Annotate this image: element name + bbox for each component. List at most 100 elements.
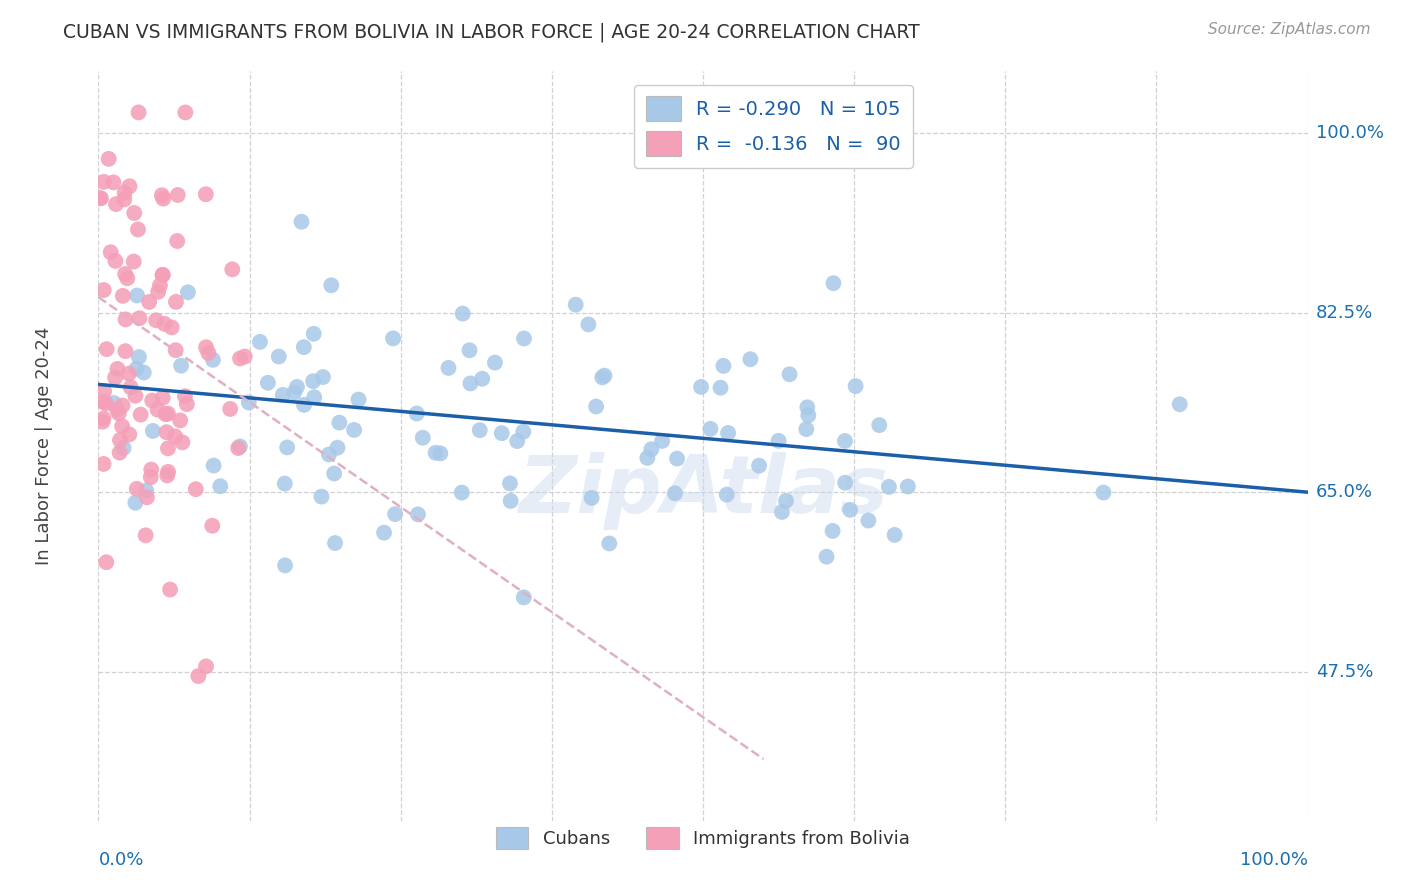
Point <box>152 268 174 282</box>
Point <box>768 434 790 448</box>
Point <box>135 483 157 498</box>
Point <box>598 536 620 550</box>
Point <box>155 407 177 421</box>
Point <box>150 188 173 202</box>
Legend: Cubans, Immigrants from Bolivia: Cubans, Immigrants from Bolivia <box>489 820 917 856</box>
Point <box>740 352 762 367</box>
Point <box>651 434 673 448</box>
Point <box>897 479 920 493</box>
Point <box>118 427 141 442</box>
Point <box>636 450 658 465</box>
Point <box>127 222 149 236</box>
Point <box>152 391 174 405</box>
Point <box>114 186 136 200</box>
Text: 47.5%: 47.5% <box>1316 663 1374 681</box>
Point <box>406 508 429 522</box>
Point <box>815 549 838 564</box>
Point <box>226 441 249 455</box>
Point <box>576 318 599 332</box>
Text: 100.0%: 100.0% <box>1240 851 1308 869</box>
Point <box>491 426 513 441</box>
Point <box>128 311 150 326</box>
Point <box>219 401 242 416</box>
Point <box>821 524 844 538</box>
Point <box>107 362 129 376</box>
Point <box>484 355 506 369</box>
Point <box>425 446 447 460</box>
Point <box>125 361 148 376</box>
Text: 65.0%: 65.0% <box>1316 483 1372 501</box>
Point <box>141 462 163 476</box>
Point <box>229 439 252 453</box>
Point <box>748 458 770 473</box>
Point <box>165 294 187 309</box>
Point <box>506 434 529 448</box>
Point <box>290 215 312 229</box>
Text: Source: ZipAtlas.com: Source: ZipAtlas.com <box>1208 22 1371 37</box>
Point <box>593 368 616 383</box>
Point <box>347 392 370 407</box>
Point <box>93 283 115 297</box>
Point <box>384 507 406 521</box>
Point <box>276 441 298 455</box>
Point <box>166 234 188 248</box>
Point <box>103 175 125 189</box>
Point <box>412 431 434 445</box>
Point <box>174 389 197 403</box>
Point <box>437 360 460 375</box>
Point <box>149 278 172 293</box>
Point <box>499 476 522 491</box>
Point <box>107 406 129 420</box>
Point <box>834 475 856 490</box>
Point <box>156 442 179 456</box>
Point <box>302 390 325 404</box>
Point <box>868 418 890 433</box>
Point <box>512 425 534 439</box>
Point <box>312 370 335 384</box>
Point <box>165 343 187 358</box>
Point <box>111 289 134 303</box>
Point <box>877 480 900 494</box>
Point <box>666 451 689 466</box>
Point <box>194 187 217 202</box>
Point <box>118 367 141 381</box>
Text: In Labor Force | Age 20-24: In Labor Force | Age 20-24 <box>35 326 53 566</box>
Point <box>591 370 613 384</box>
Point <box>141 393 163 408</box>
Point <box>105 402 128 417</box>
Point <box>271 388 294 402</box>
Point <box>775 494 797 508</box>
Point <box>499 494 522 508</box>
Point <box>450 485 472 500</box>
Point <box>156 407 179 421</box>
Point <box>169 413 191 427</box>
Point <box>166 188 188 202</box>
Point <box>468 423 491 437</box>
Point <box>129 408 152 422</box>
Point <box>135 490 157 504</box>
Point <box>779 368 801 382</box>
Point <box>858 514 880 528</box>
Point <box>104 370 127 384</box>
Point <box>159 582 181 597</box>
Point <box>839 503 862 517</box>
Point <box>146 285 169 299</box>
Point <box>117 271 139 285</box>
Point <box>209 479 232 493</box>
Point <box>93 411 115 425</box>
Point <box>112 441 135 455</box>
Point <box>120 380 142 394</box>
Point <box>699 422 721 436</box>
Point <box>104 197 127 211</box>
Point <box>451 307 474 321</box>
Point <box>157 465 180 479</box>
Point <box>124 389 146 403</box>
Point <box>823 276 845 290</box>
Point <box>138 295 160 310</box>
Point <box>104 254 127 268</box>
Point <box>170 359 193 373</box>
Point <box>177 285 200 300</box>
Text: 82.5%: 82.5% <box>1316 303 1374 322</box>
Point <box>142 424 165 438</box>
Point <box>165 429 187 443</box>
